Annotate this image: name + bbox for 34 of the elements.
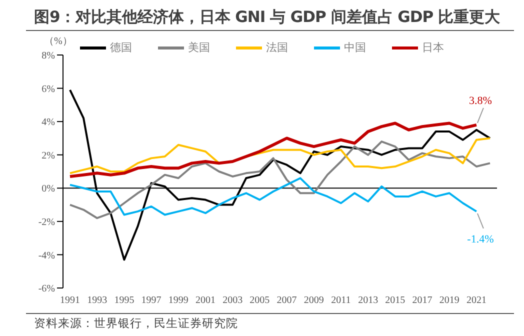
y-tick-label: 2% (42, 150, 55, 162)
x-tick-label: 2017 (412, 295, 432, 306)
y-tick-label: -2% (38, 216, 55, 228)
legend-label: 德国 (110, 41, 132, 55)
x-tick-label: 2005 (250, 295, 270, 306)
annotation: -1.4% (467, 233, 494, 246)
y-tick-label: 0% (42, 184, 55, 195)
y-tick-label: -4% (38, 250, 55, 262)
x-tick-label: 2019 (439, 295, 460, 306)
x-tick-label: 2021 (466, 295, 486, 306)
x-tick-label: 2013 (358, 295, 378, 306)
annotation: 3.8% (468, 94, 492, 107)
legend-label: 法国 (266, 41, 288, 55)
legend-label: 中国 (344, 41, 366, 55)
x-tick-label: 2003 (222, 295, 243, 306)
x-tick-label: 2011 (331, 295, 351, 306)
x-tick-label: 2015 (385, 295, 406, 306)
x-tick-label: 1991 (60, 295, 80, 306)
x-tick-label: 2001 (195, 295, 216, 306)
y-tick-label: -6% (38, 284, 55, 295)
x-tick-label: 1995 (114, 295, 134, 306)
x-tick-label: 1993 (87, 295, 108, 306)
y-tick-label: 6% (42, 84, 55, 95)
text: 资料来源：世界银行，民生证券研究院 (34, 316, 239, 331)
x-tick-label: 2007 (276, 295, 297, 306)
y-axis-title: （%） (44, 35, 72, 48)
x-tick-label: 1999 (168, 295, 188, 306)
y-tick-label: 4% (42, 117, 55, 128)
x-tick-label: 1997 (141, 295, 162, 306)
chart-title: 图9：对比其他经济体，日本 GNI 与 GDP 间差值占 GDP 比重更大 (26, 7, 514, 31)
legend-label: 日本 (422, 41, 444, 55)
x-tick-label: 2009 (304, 295, 324, 306)
y-tick-label: 8% (42, 50, 55, 62)
legend-label: 美国 (188, 40, 210, 55)
